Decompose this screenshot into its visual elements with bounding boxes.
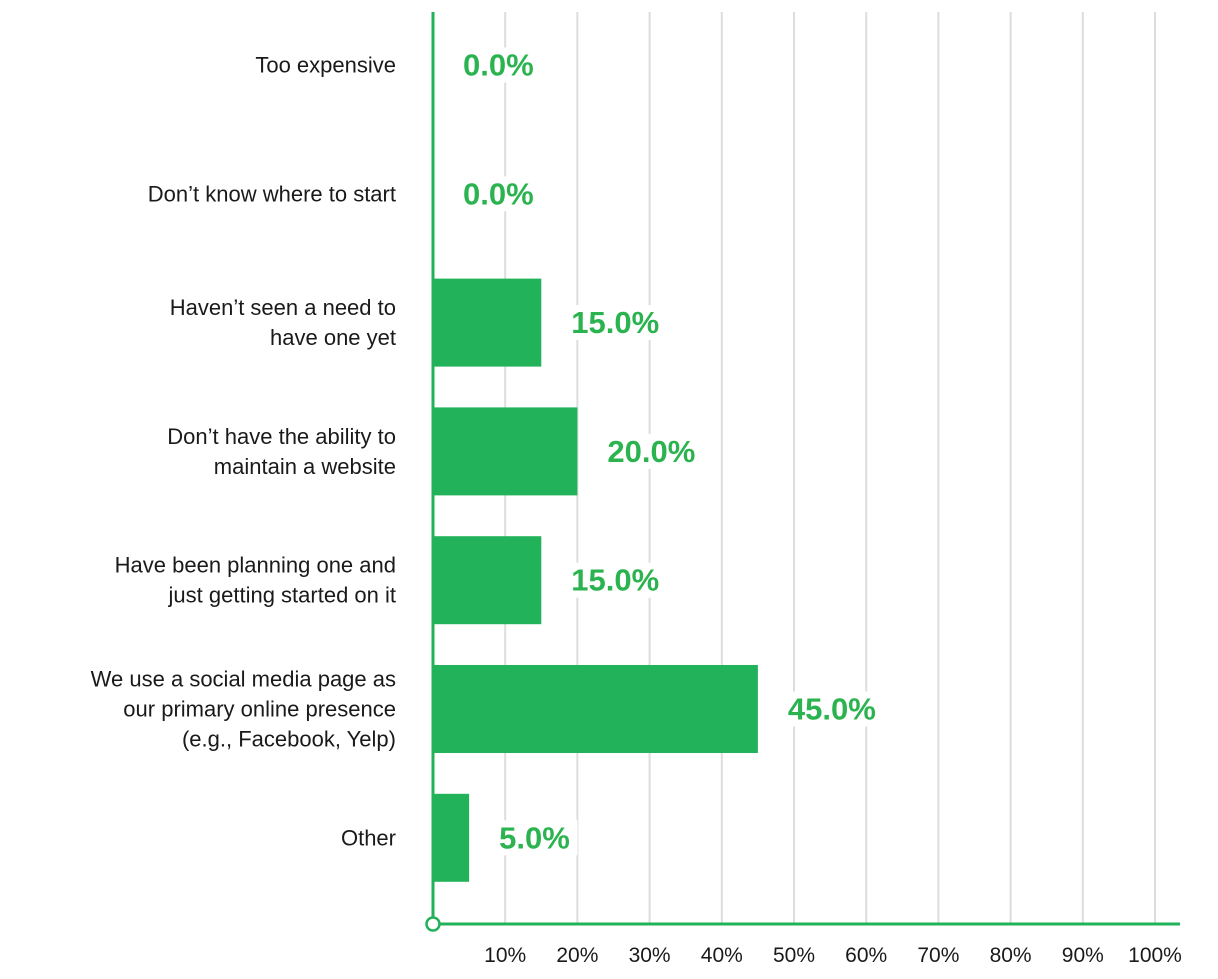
- category-label: We use a social media page as our primary…: [91, 667, 396, 752]
- category-label-line: Haven’t seen a need to: [170, 295, 396, 320]
- value-label-background: [567, 305, 669, 341]
- value-label-background: [603, 433, 705, 469]
- value-label-background: [459, 47, 542, 83]
- category-label-line: Don’t have the ability to: [167, 424, 396, 449]
- category-label-line: Don’t know where to start: [148, 181, 396, 206]
- category-label: Don’t have the ability to maintain a webs…: [167, 424, 396, 479]
- category-label-line: We use a social media page as: [91, 667, 396, 692]
- x-tick-label: 10%: [484, 944, 526, 967]
- value-label: 45.0%: [788, 692, 876, 727]
- category-labels: Too expensive Don’t know where to start Ha…: [91, 53, 396, 851]
- bar: [433, 665, 758, 753]
- category-label-line: have one yet: [270, 325, 396, 350]
- x-tick-label: 90%: [1062, 944, 1104, 967]
- grid-lines: [504, 12, 1156, 924]
- bar: [433, 278, 542, 367]
- category-label: Have been planning one and just getting s…: [115, 553, 396, 608]
- category-label: Haven’t seen a need to have one yet: [170, 295, 396, 350]
- value-label-background: [495, 820, 578, 856]
- category-label-line: (e.g., Facebook, Yelp): [182, 727, 396, 752]
- x-tick-label: 50%: [773, 944, 815, 967]
- x-tick-label: 20%: [556, 944, 598, 967]
- bar: [433, 793, 470, 882]
- axis-origin-marker: [425, 916, 441, 932]
- value-label-background: [783, 691, 885, 727]
- x-tick-label: 30%: [629, 944, 671, 967]
- x-tick-label: 80%: [990, 944, 1032, 967]
- value-label-background: [459, 176, 542, 212]
- category-label-line: Have been planning one and: [115, 553, 396, 578]
- category-label-line: Too expensive: [255, 53, 396, 78]
- category-label: Too expensive: [255, 53, 396, 78]
- axes: [425, 12, 1180, 932]
- category-label-line: Other: [341, 825, 396, 850]
- value-label: 5.0%: [499, 820, 570, 855]
- bar: [433, 536, 542, 625]
- value-label: 0.0%: [463, 48, 534, 83]
- x-tick-label: 40%: [701, 944, 743, 967]
- value-label-background: [567, 562, 669, 598]
- category-label-line: just getting started on it: [168, 583, 396, 608]
- x-tick-label: 70%: [917, 944, 959, 967]
- category-label-line: our primary online presence: [123, 697, 396, 722]
- value-label: 15.0%: [571, 305, 659, 340]
- value-labels: 0.0% 0.0% 15.0% 20.0% 15.0% 45.0% 5.0%: [459, 47, 885, 856]
- value-label: 15.0%: [571, 563, 659, 598]
- value-label: 20.0%: [607, 434, 695, 469]
- value-label: 0.0%: [463, 176, 534, 211]
- x-tick-label: 100%: [1128, 944, 1182, 967]
- category-label-line: maintain a website: [214, 454, 396, 479]
- x-tick-label: 60%: [845, 944, 887, 967]
- bars: [433, 278, 758, 882]
- category-label: Other: [341, 825, 396, 850]
- bar: [433, 407, 578, 496]
- category-label: Don’t know where to start: [148, 181, 396, 206]
- x-tick-labels: 10% 20% 30% 40% 50% 60% 70% 80% 90% 100%: [484, 944, 1182, 967]
